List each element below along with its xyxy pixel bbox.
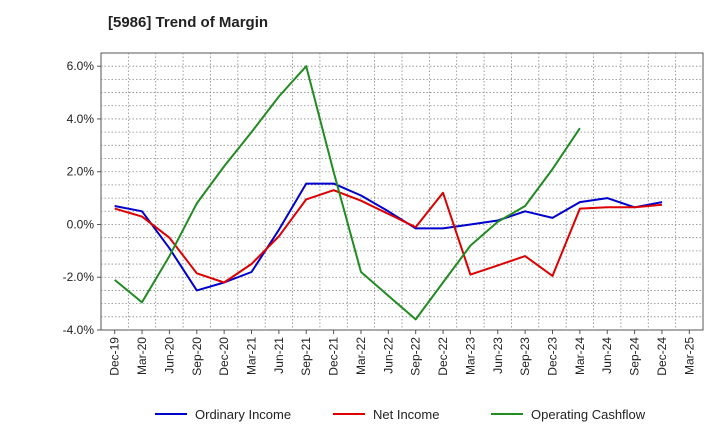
legend-label-operating-cashflow: Operating Cashflow xyxy=(531,407,646,422)
y-tick-label: 0.0% xyxy=(67,217,95,231)
x-tick-label: Dec-22 xyxy=(436,337,450,376)
chart-title: [5986] Trend of Margin xyxy=(108,14,269,31)
x-tick-label: Dec-19 xyxy=(108,337,122,376)
x-tick-label: Mar-25 xyxy=(682,337,696,375)
x-tick-label: Jun-22 xyxy=(381,337,395,374)
x-tick-label: Jun-24 xyxy=(600,337,614,374)
series-line-ordinary-income xyxy=(114,182,663,292)
x-tick-label: Mar-20 xyxy=(135,337,149,375)
y-tick-label: 2.0% xyxy=(67,165,95,179)
x-tick-label: Mar-21 xyxy=(245,337,259,375)
x-tick-label: Dec-20 xyxy=(217,337,231,376)
x-tick-label: Sep-21 xyxy=(299,337,313,376)
legend-label-ordinary-income: Ordinary Income xyxy=(195,407,291,422)
y-tick-label: 6.0% xyxy=(67,59,95,73)
x-tick-label: Sep-20 xyxy=(190,337,204,376)
y-tick-label: -4.0% xyxy=(63,323,95,337)
x-tick-label: Mar-24 xyxy=(573,337,587,375)
series-line-operating-cashflow xyxy=(114,65,581,321)
x-tick-label: Jun-23 xyxy=(491,337,505,374)
plot-area xyxy=(100,52,704,331)
x-tick-label: Mar-23 xyxy=(463,337,477,375)
x-tick-label: Dec-23 xyxy=(546,337,560,376)
x-tick-label: Jun-20 xyxy=(162,337,176,374)
x-tick-label: Jun-21 xyxy=(272,337,286,374)
x-tick-label: Sep-22 xyxy=(409,337,423,376)
y-tick-label: -2.0% xyxy=(63,270,95,284)
legend-label-net-income: Net Income xyxy=(373,407,439,422)
x-tick-label: Mar-22 xyxy=(354,337,368,375)
y-tick-label: 4.0% xyxy=(67,112,95,126)
x-tick-label: Dec-21 xyxy=(327,337,341,376)
series-line-net-income xyxy=(114,189,663,284)
x-tick-label: Sep-23 xyxy=(518,337,532,376)
x-tick-label: Dec-24 xyxy=(655,337,669,376)
x-tick-label: Sep-24 xyxy=(628,337,642,376)
